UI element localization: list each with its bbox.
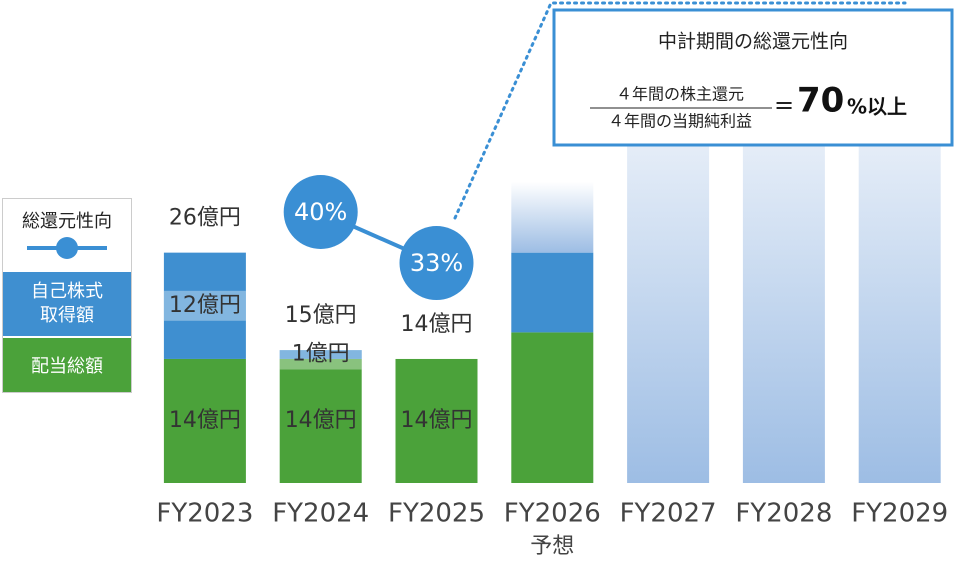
bar [511,252,594,333]
x-tick-label: FY2025 [388,499,485,529]
bar [163,252,246,359]
legend-dot [56,237,78,259]
bar-label: 14億円 [169,408,241,433]
bar-label: 12億円 [169,293,241,318]
legend-item: 自己株式取得額 [3,272,131,336]
bar [279,350,362,359]
bar [395,358,478,483]
forecast-bar [511,181,594,253]
legend-item: 総還元性向 [3,199,131,272]
bars: 14億円 12億円 26億円 FY2023 14億円 1億円 15億円 FY2024 14億円 1… [156,102,948,559]
x-tick-label: FY2024 [272,499,369,529]
bar-label: 14億円 [401,408,473,433]
ratio-dot [283,175,358,249]
x-tick-label: FY2027 [620,499,717,529]
callout-equals: = [774,91,794,119]
ratio-dot [399,226,474,301]
total-label: 14億円 [401,312,473,337]
total-label: 26億円 [169,206,241,231]
label-backdrop [163,290,246,321]
total-label: 15億円 [285,303,357,328]
callout-suffix: %以上 [847,95,907,119]
ratio-label: 33% [410,249,463,277]
ratio-line-group: 40% 33% [283,175,474,301]
forecast-bar [627,102,710,484]
legend-label: 総還元性向 [22,211,112,232]
callout-numerator: ４年間の株主還元 [616,85,744,104]
callout-title: 中計期間の総還元性向 [658,31,848,53]
callout-leader [453,1,907,220]
bar-label: 1億円 [292,342,350,367]
forecast-bar [742,102,825,484]
x-tick-label: FY2026 [504,499,601,529]
x-tick-label: FY2029 [851,499,948,529]
forecast-bar [858,102,941,484]
forecast-label: 予想 [530,534,574,559]
callout-denominator: ４年間の当期純利益 [608,112,752,131]
x-tick-label: FY2023 [156,499,253,529]
bar [279,358,362,483]
callout-value: 70 [797,81,844,121]
legend: 総還元性向 自己株式取得額 配当総額 [2,198,132,393]
bar [163,358,246,483]
bar-label: 14億円 [285,408,357,433]
label-backdrop [279,339,362,370]
x-tick-label: FY2028 [735,499,832,529]
callout-box [552,8,954,147]
ratio-label: 40% [294,198,347,226]
bar [511,332,594,483]
legend-icon [27,237,107,259]
legend-item: 配当総額 [3,338,131,392]
